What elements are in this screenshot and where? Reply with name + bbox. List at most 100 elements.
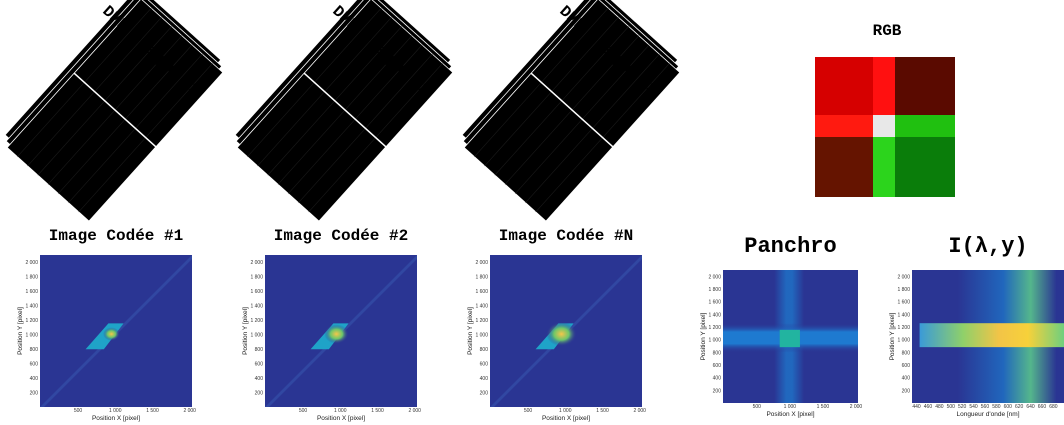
pan-center (779, 329, 800, 348)
rgb-title: RGB (873, 22, 902, 40)
y-tick-label: 400 (713, 376, 722, 382)
coded-core (324, 324, 349, 344)
heatmap (912, 270, 1064, 403)
y-tick-label: 1 000 (708, 338, 721, 344)
y-tick-label: 1 600 (708, 300, 721, 306)
x-tick-label: 2 000 (183, 408, 196, 414)
rgb-cell (873, 115, 895, 137)
mask-split (530, 72, 614, 148)
y-tick-label: 600 (30, 362, 39, 368)
x-tick-label: 600 (1004, 404, 1013, 410)
y-axis-label: Position Y [pixel] (700, 312, 707, 360)
plot-title: Image Codée #N (499, 227, 633, 245)
x-axis-label: Position X [pixel] (317, 415, 365, 422)
y-tick-label: 1 400 (250, 304, 263, 310)
x-tick-label: 2 000 (850, 404, 863, 410)
y-tick-label: 1 000 (475, 333, 488, 339)
x-tick-label: 480 (935, 404, 944, 410)
x-tick-label: 1 000 (784, 404, 797, 410)
x-tick-label: 500 (299, 408, 308, 414)
y-tick-label: 600 (902, 363, 911, 369)
y-tick-label: 200 (30, 391, 39, 397)
coded-core (103, 327, 120, 341)
y-tick-label: 1 800 (897, 287, 910, 293)
y-tick-label: 1 400 (897, 312, 910, 318)
heatmap (40, 255, 192, 407)
y-tick-label: 200 (255, 391, 264, 397)
y-tick-label: 800 (480, 347, 489, 353)
x-tick-label: 500 (947, 404, 956, 410)
x-tick-label: 1 500 (371, 408, 384, 414)
y-tick-label: 800 (713, 350, 722, 356)
y-tick-label: 1 000 (897, 338, 910, 344)
x-tick-label: 440 (912, 404, 921, 410)
y-tick-label: 1 600 (25, 289, 38, 295)
x-axis-label: Position X [pixel] (542, 415, 590, 422)
rgb-cell (815, 115, 873, 137)
y-tick-label: 2 000 (250, 260, 263, 266)
x-tick-label: 620 (1015, 404, 1024, 410)
y-tick-label: 400 (255, 376, 264, 382)
heatmap (265, 255, 417, 407)
y-tick-label: 1 400 (708, 312, 721, 318)
dmd-mask (461, 0, 681, 222)
rgb-cell (873, 137, 895, 197)
y-tick-label: 600 (255, 362, 264, 368)
y-tick-label: 600 (480, 362, 489, 368)
x-tick-label: 560 (981, 404, 990, 410)
y-tick-label: 400 (902, 376, 911, 382)
x-tick-label: 1 500 (596, 408, 609, 414)
y-axis-label: Position Y [pixel] (467, 307, 474, 355)
y-tick-label: 200 (480, 391, 489, 397)
y-tick-label: 800 (255, 347, 264, 353)
rgb-cell (895, 57, 955, 115)
mask-split (303, 72, 387, 148)
y-axis-label: Position Y [pixel] (242, 307, 249, 355)
y-tick-label: 2 000 (708, 274, 721, 280)
x-axis-label: Position X [pixel] (766, 411, 814, 418)
coded-core (546, 321, 577, 347)
y-tick-label: 1 800 (25, 275, 38, 281)
rgb-cell (873, 57, 895, 115)
x-tick-label: 1 000 (559, 408, 572, 414)
rgb-cell (815, 57, 873, 115)
spec-band (919, 323, 1064, 348)
plot-title: Image Codée #2 (274, 227, 408, 245)
rgb-cell (815, 137, 873, 197)
plot-title: Image Codée #1 (49, 227, 183, 245)
y-tick-label: 1 800 (475, 275, 488, 281)
y-tick-label: 2 000 (25, 260, 38, 266)
y-tick-label: 2 000 (897, 274, 910, 280)
dmd-mask (234, 0, 454, 222)
x-tick-label: 660 (1038, 404, 1047, 410)
x-tick-label: 540 (969, 404, 978, 410)
rgb-cell (895, 115, 955, 137)
y-tick-label: 1 800 (708, 287, 721, 293)
x-tick-label: 680 (1049, 404, 1058, 410)
x-axis-label: Position X [pixel] (92, 415, 140, 422)
plot-title: Panchro (744, 234, 836, 259)
x-tick-label: 500 (524, 408, 533, 414)
mask-split (73, 72, 157, 148)
rgb-cell (895, 137, 955, 197)
heatmap (490, 255, 642, 407)
y-tick-label: 1 600 (250, 289, 263, 295)
y-axis-label: Position Y [pixel] (889, 312, 896, 360)
y-tick-label: 400 (30, 376, 39, 382)
plot-title: I(λ,y) (948, 234, 1027, 259)
dmd-mask (4, 0, 224, 222)
y-tick-label: 800 (30, 347, 39, 353)
y-tick-label: 200 (902, 388, 911, 394)
x-tick-label: 2 000 (633, 408, 646, 414)
y-tick-label: 1 200 (897, 325, 910, 331)
x-tick-label: 500 (753, 404, 762, 410)
x-tick-label: 640 (1026, 404, 1035, 410)
y-tick-label: 200 (713, 388, 722, 394)
y-tick-label: 1 600 (897, 300, 910, 306)
x-tick-label: 1 000 (109, 408, 122, 414)
x-tick-label: 1 000 (334, 408, 347, 414)
y-tick-label: 1 000 (25, 333, 38, 339)
x-tick-label: 460 (924, 404, 933, 410)
y-tick-label: 600 (713, 363, 722, 369)
x-tick-label: 520 (958, 404, 967, 410)
